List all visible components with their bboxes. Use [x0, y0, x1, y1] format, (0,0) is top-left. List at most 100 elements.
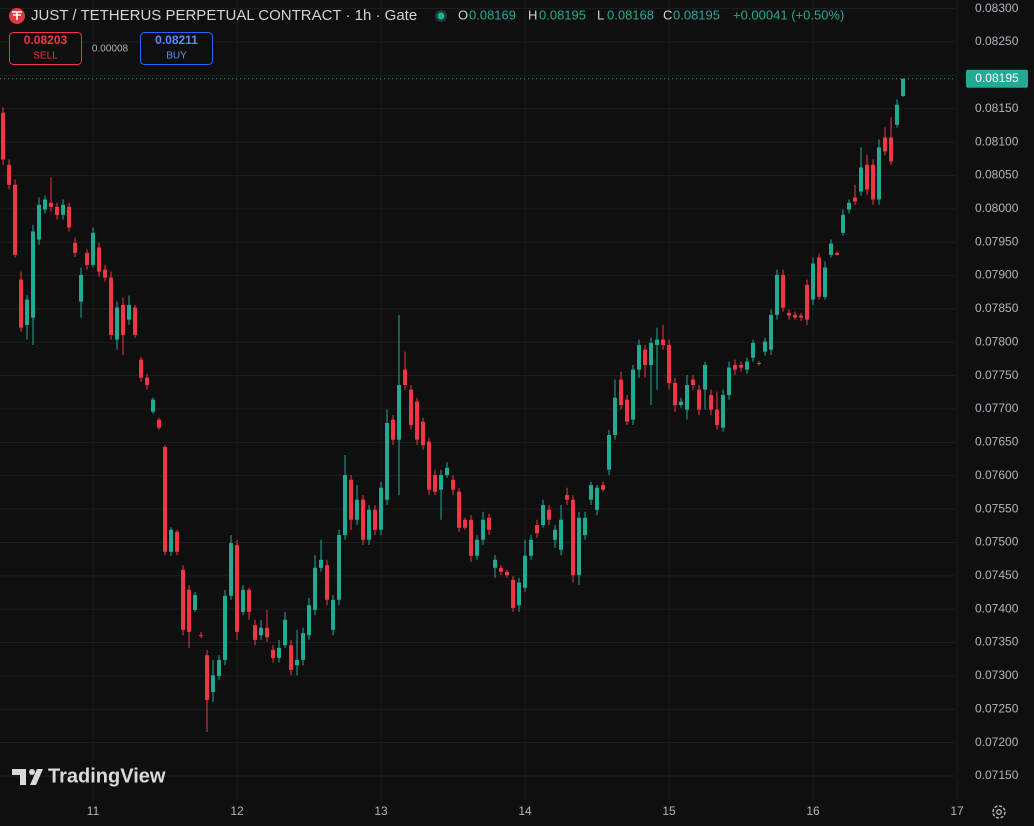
candle-body: [751, 342, 756, 358]
buy-label[interactable]: BUY: [166, 51, 187, 62]
candle-body: [217, 659, 222, 676]
watermark: TradingView: [12, 765, 166, 787]
candle-body: [571, 499, 576, 576]
y-tick-label: 0.07200: [975, 735, 1019, 749]
candle-body: [769, 314, 774, 350]
candle-body: [703, 364, 708, 390]
candle-body: [409, 389, 414, 426]
candle-body: [883, 137, 888, 152]
candle-body: [889, 137, 894, 162]
candle-body: [307, 605, 312, 636]
candle-body: [241, 589, 246, 612]
candle-body: [901, 78, 906, 97]
candle-body: [331, 599, 336, 630]
candle-body: [745, 361, 750, 370]
y-tick-label: 0.07750: [975, 368, 1019, 382]
candle-body: [667, 344, 672, 383]
candle-body: [199, 635, 204, 637]
candle-body: [31, 231, 36, 318]
y-tick-label: 0.07650: [975, 435, 1019, 449]
y-tick-label: 0.07350: [975, 635, 1019, 649]
candle-body: [583, 517, 588, 536]
y-tick-label: 0.07800: [975, 334, 1019, 348]
candle-body: [781, 274, 786, 308]
candle-body: [325, 565, 330, 600]
candle-body: [673, 382, 678, 406]
candle-body: [7, 164, 12, 185]
buy-box[interactable]: [140, 32, 213, 65]
y-tick-label: 0.07150: [975, 768, 1019, 782]
sell-button[interactable]: 0.08203 SELL: [9, 32, 82, 65]
candle-body: [127, 304, 132, 320]
candle-body: [529, 539, 534, 556]
candle-body: [361, 499, 366, 540]
candles: [0, 78, 955, 732]
ohlc-value: 0.08195: [673, 7, 720, 22]
x-tick-label: 12: [230, 804, 244, 818]
buy-price[interactable]: 0.08211: [155, 33, 198, 47]
candle-body: [457, 491, 462, 528]
candle-body: [679, 401, 684, 406]
chart-title: JUST / TETHERUS PERPETUAL CONTRACT · 1h …: [31, 7, 417, 24]
candle-body: [247, 589, 252, 612]
buy-button[interactable]: 0.08211 BUY: [140, 32, 213, 65]
y-tick-label: 0.07450: [975, 568, 1019, 582]
candle-body: [685, 384, 690, 410]
candle-body: [637, 344, 642, 370]
candle-body: [271, 649, 276, 658]
sell-box[interactable]: [9, 32, 82, 65]
candle-body: [163, 447, 168, 552]
sell-price[interactable]: 0.08203: [24, 33, 68, 47]
candle-body: [103, 269, 108, 278]
candle-body: [349, 479, 354, 520]
candle-body: [397, 384, 402, 440]
candle-body: [445, 467, 450, 476]
y-tick-label: 0.07300: [975, 668, 1019, 682]
candle-body: [793, 314, 798, 318]
candle-body: [853, 197, 858, 202]
candle-body: [235, 545, 240, 632]
candle-body: [139, 359, 144, 378]
candle-body: [403, 369, 408, 385]
ohlc-value: 0.08169: [469, 7, 516, 22]
candle-body: [343, 475, 348, 536]
candle-body: [259, 627, 264, 636]
candle-body: [109, 277, 114, 335]
ohlc-label: L: [597, 7, 604, 22]
gear-inner[interactable]: [996, 809, 1002, 815]
y-tick-label: 0.08250: [975, 34, 1019, 48]
sell-label[interactable]: SELL: [33, 51, 58, 62]
gear-outer[interactable]: [992, 805, 1006, 819]
candle-body: [67, 206, 72, 228]
candle-body: [121, 304, 126, 335]
y-tick-label: 0.07900: [975, 268, 1019, 282]
candle-body: [13, 184, 18, 255]
candle-body: [511, 579, 516, 608]
candle-body: [73, 242, 78, 253]
candle-body: [805, 284, 810, 320]
candle-body: [559, 519, 564, 550]
x-tick-label: 15: [662, 804, 676, 818]
candle-body: [25, 299, 30, 325]
candle-body: [187, 589, 192, 632]
settings-button[interactable]: [992, 805, 1006, 819]
watermark-logo-dot: [29, 769, 35, 775]
candle-body: [841, 214, 846, 233]
candle-body: [169, 529, 174, 552]
candle-body: [595, 487, 600, 510]
candle-body: [313, 567, 318, 610]
candle-body: [1, 112, 6, 160]
candle-body: [871, 164, 876, 200]
candle-body: [469, 519, 474, 556]
candle-body: [847, 202, 852, 210]
candle-body: [37, 204, 42, 240]
candle-body: [319, 559, 324, 568]
candle-body: [301, 633, 306, 660]
candle-body: [649, 342, 654, 365]
y-tick-label: 0.08300: [975, 1, 1019, 15]
header: JUST / TETHERUS PERPETUAL CONTRACT · 1h …: [9, 7, 844, 65]
candle-body: [661, 339, 666, 345]
candle-body: [427, 441, 432, 490]
